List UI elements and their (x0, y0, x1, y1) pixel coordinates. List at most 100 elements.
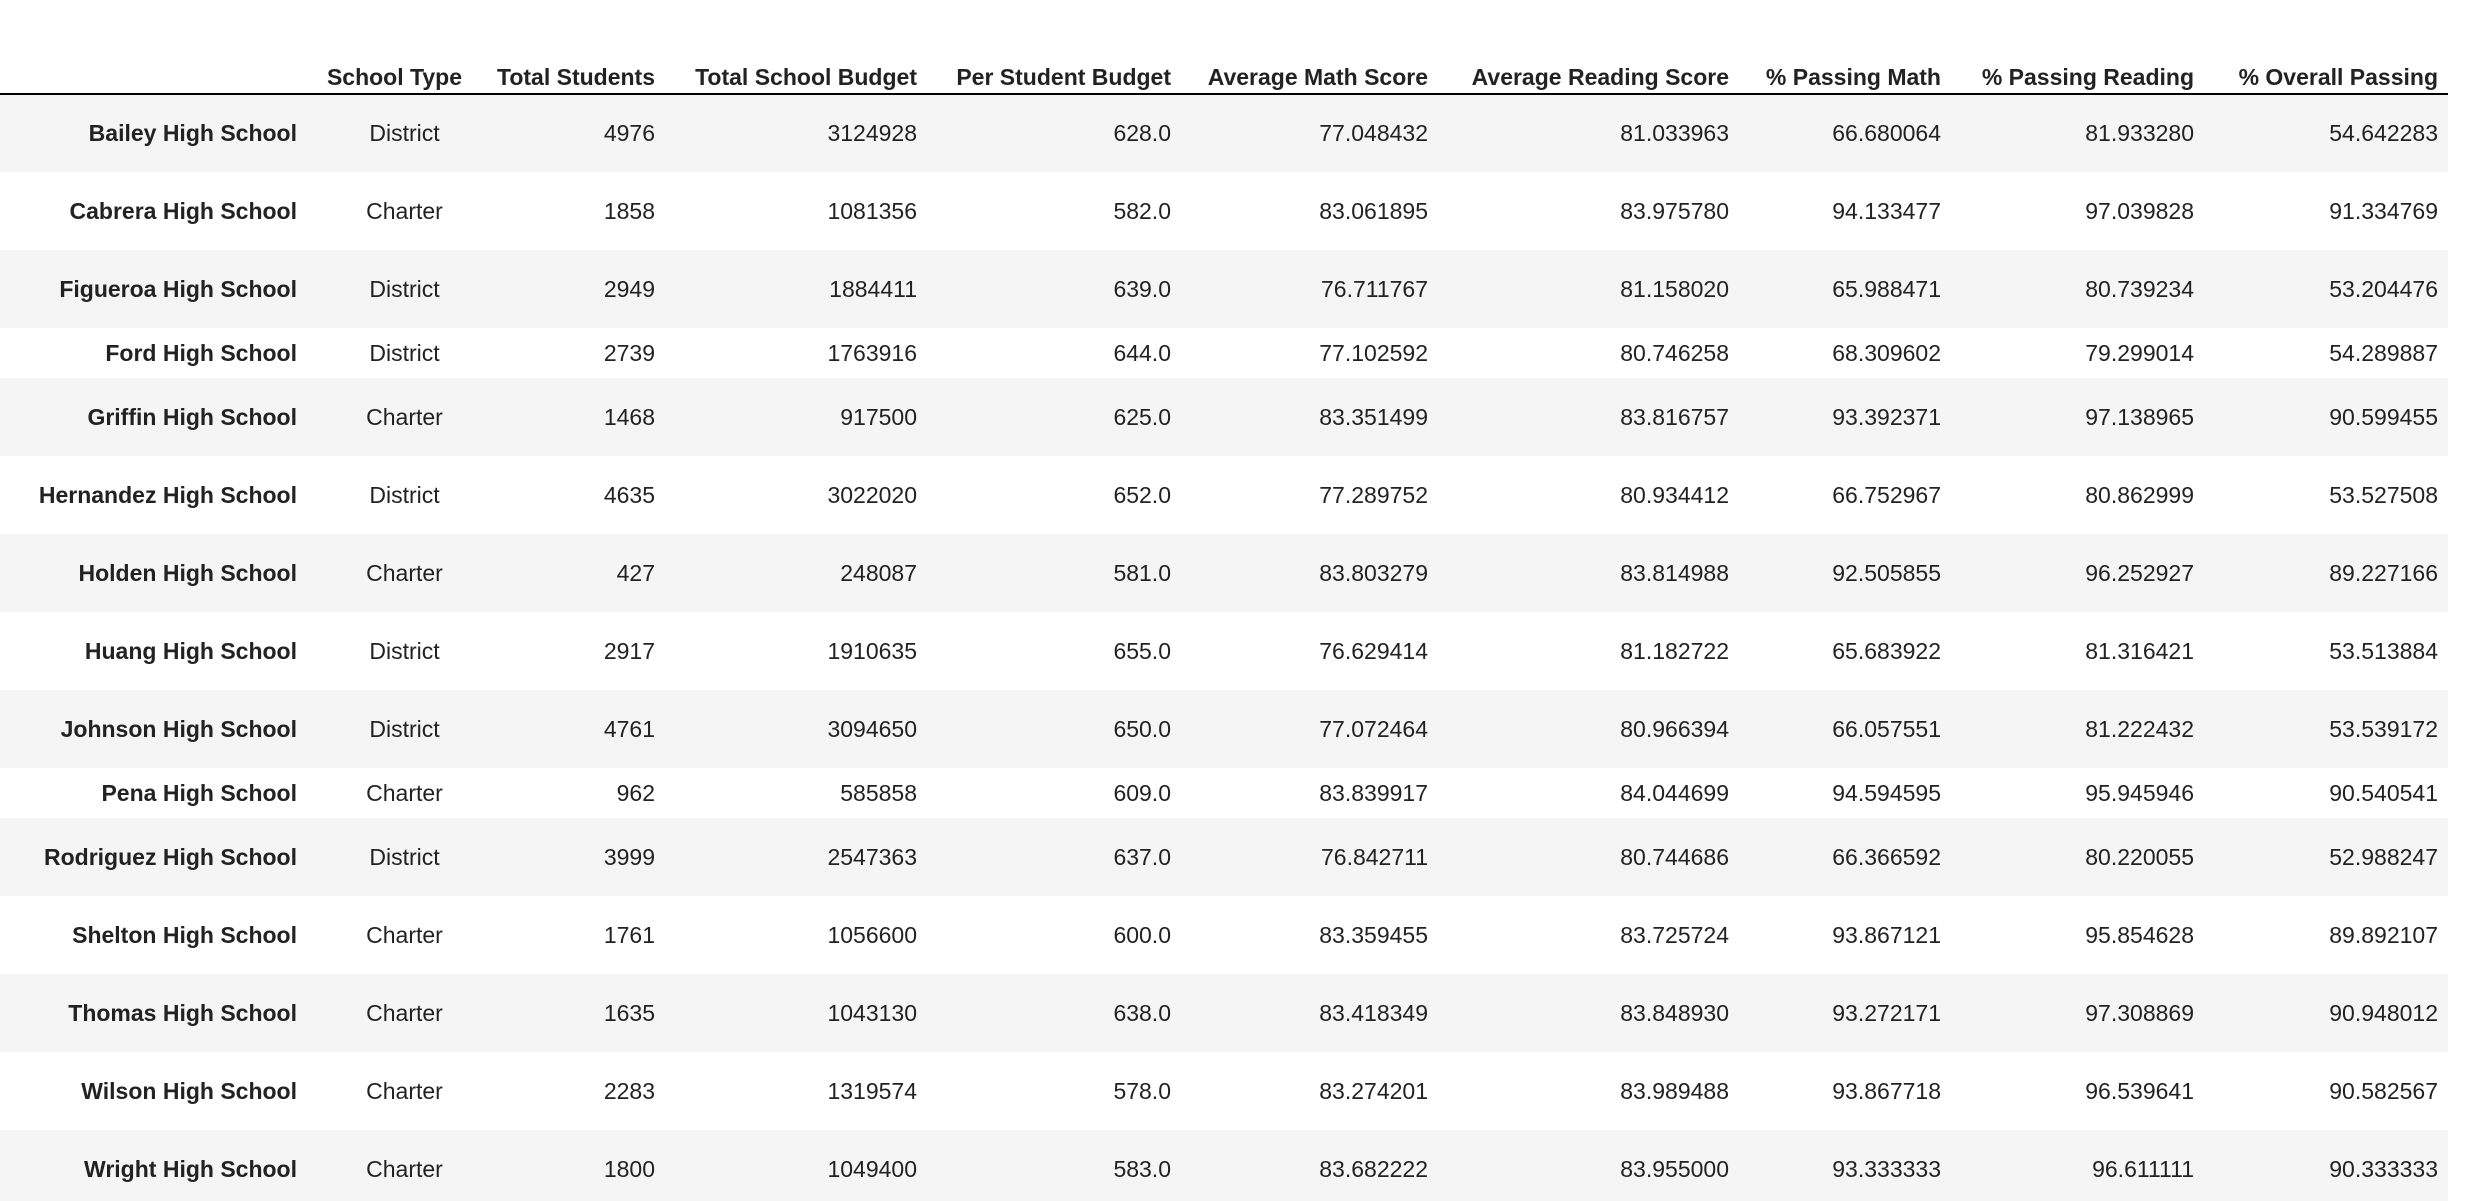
table-row: Hernandez High School District 4635 3022020… (0, 456, 2448, 534)
table-cell: 77.048432 (1319, 120, 1428, 146)
row-label: Johnson High School (60, 715, 297, 742)
table-cell: 1081356 (827, 197, 917, 224)
table-cell: 4761 (603, 715, 655, 742)
table-cell: 628.0 (1113, 120, 1171, 146)
table-cell: 1910635 (827, 637, 917, 664)
table-cell: Charter (366, 403, 443, 430)
table-cell: 655.0 (1113, 637, 1171, 664)
table-cell: 1468 (603, 403, 655, 430)
table-row: Pena High School Charter 962 585858 609.0 83.… (0, 768, 2448, 818)
column-header: % Overall Passing (2204, 20, 2448, 95)
table-cell: 652.0 (1113, 481, 1171, 508)
table-cell: 93.867121 (1832, 921, 1941, 948)
index-header (0, 20, 307, 95)
table-cell: 83.816757 (1620, 403, 1729, 430)
table-cell: 80.744686 (1620, 843, 1729, 870)
table-cell: 83.682222 (1319, 1155, 1428, 1182)
table-body: Bailey High School District 4976 3124928 628… (0, 94, 2448, 1201)
table-cell: 81.316421 (2085, 637, 2194, 664)
table-cell: 583.0 (1113, 1155, 1171, 1182)
table-cell: 1043130 (827, 999, 917, 1026)
table-cell: 2283 (603, 1077, 655, 1104)
column-header: Average Math Score (1181, 20, 1438, 95)
table-cell: 65.988471 (1832, 275, 1941, 302)
table-cell: 66.366592 (1832, 843, 1941, 870)
table-cell: 625.0 (1113, 403, 1171, 430)
row-label: Bailey High School (88, 120, 297, 146)
table-cell: 52.988247 (2329, 843, 2438, 870)
table-cell: District (369, 339, 440, 366)
table-row: Rodriguez High School District 3999 2547363… (0, 818, 2448, 896)
table-cell: District (369, 843, 440, 870)
table-cell: 81.222432 (2085, 715, 2194, 742)
table-cell: 83.814988 (1620, 559, 1729, 586)
table-cell: 80.966394 (1620, 715, 1729, 742)
column-header: Average Reading Score (1438, 20, 1739, 95)
table-cell: 1761 (603, 921, 655, 948)
row-label: Cabrera High School (69, 197, 297, 224)
table-cell: Charter (366, 921, 443, 948)
table-row: Ford High School District 2739 1763916 644.0… (0, 328, 2448, 378)
column-header: Per Student Budget (927, 20, 1181, 95)
table-cell: 76.629414 (1319, 637, 1428, 664)
column-header: % Passing Reading (1951, 20, 2204, 95)
table-cell: 97.039828 (2085, 197, 2194, 224)
header-row: School Type Total Students Total School Bu… (0, 20, 2448, 95)
table-cell: 1319574 (827, 1077, 917, 1104)
table-cell: 90.599455 (2329, 403, 2438, 430)
row-label: Ford High School (105, 339, 297, 366)
table-cell: 83.839917 (1319, 779, 1428, 806)
table-cell: 93.867718 (1832, 1077, 1941, 1104)
table-cell: 1763916 (827, 339, 917, 366)
table-cell: 89.892107 (2329, 921, 2438, 948)
table-cell: 4635 (603, 481, 655, 508)
row-label: Shelton High School (72, 921, 297, 948)
table-cell: 83.803279 (1319, 559, 1428, 586)
table-cell: 4976 (603, 120, 655, 146)
table-cell: 644.0 (1113, 339, 1171, 366)
table-cell: 962 (616, 779, 655, 806)
table-cell: 77.102592 (1319, 339, 1428, 366)
row-label: Thomas High School (68, 999, 297, 1026)
table-cell: 81.158020 (1620, 275, 1729, 302)
table-cell: Charter (366, 1077, 443, 1104)
table-cell: 3022020 (827, 481, 917, 508)
table-cell: 2949 (603, 275, 655, 302)
table-cell: 90.333333 (2329, 1155, 2438, 1182)
table-cell: District (369, 715, 440, 742)
table-cell: 97.138965 (2085, 403, 2194, 430)
table-cell: 95.945946 (2085, 779, 2194, 806)
row-label: Hernandez High School (38, 481, 297, 508)
table-cell: 77.072464 (1319, 715, 1428, 742)
row-label: Huang High School (84, 637, 297, 664)
row-label: Figueroa High School (59, 275, 297, 302)
row-label: Pena High School (101, 779, 297, 806)
table-cell: 76.842711 (1320, 843, 1428, 870)
table-cell: 638.0 (1113, 999, 1171, 1026)
table-cell: 93.272171 (1832, 999, 1941, 1026)
table-cell: 94.133477 (1832, 197, 1941, 224)
table-cell: 90.948012 (2329, 999, 2438, 1026)
table-cell: 2547363 (827, 843, 917, 870)
table-cell: 76.711767 (1320, 275, 1428, 302)
data-table: School Type Total Students Total School Bu… (0, 20, 2448, 1201)
table-cell: 97.308869 (2085, 999, 2194, 1026)
table-cell: Charter (366, 1155, 443, 1182)
table-cell: District (369, 481, 440, 508)
table-cell: 3999 (603, 843, 655, 870)
table-cell: 80.746258 (1620, 339, 1729, 366)
table-cell: Charter (366, 197, 443, 224)
table-cell: 66.680064 (1832, 120, 1941, 146)
table-cell: 83.955000 (1620, 1155, 1729, 1182)
table-cell: 93.333333 (1832, 1155, 1941, 1182)
table-row: Cabrera High School Charter 1858 1081356 582… (0, 172, 2448, 250)
table-cell: 80.934412 (1620, 481, 1729, 508)
table-cell: 1049400 (827, 1155, 917, 1182)
table-cell: 83.975780 (1620, 197, 1729, 224)
table-cell: District (369, 120, 440, 146)
table-cell: 248087 (840, 559, 917, 586)
table-cell: 427 (616, 559, 655, 586)
table-cell: 2739 (603, 339, 655, 366)
table-cell: Charter (366, 779, 443, 806)
table-cell: 96.539641 (2085, 1077, 2194, 1104)
